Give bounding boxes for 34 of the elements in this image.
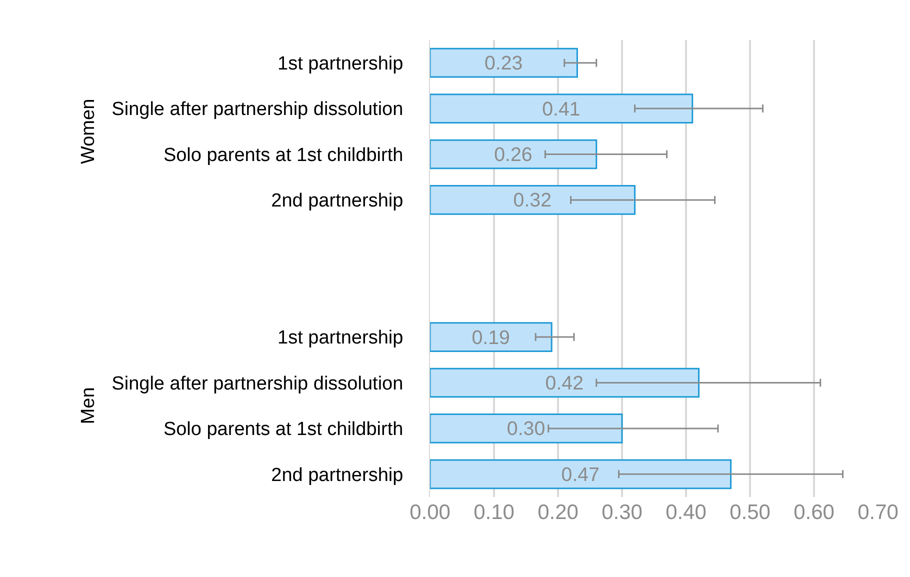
- bar: [430, 322, 552, 352]
- data-label: 0.19: [472, 326, 510, 349]
- bar: [430, 368, 700, 398]
- text: Women: [78, 98, 100, 164]
- data-label: 0.32: [513, 190, 552, 212]
- y-tick-label: Solo parents at 1st childbirth: [163, 144, 404, 166]
- x-tick-label: 0.00: [410, 501, 450, 524]
- x-tick-label: 0.20: [538, 501, 578, 524]
- data-label: 0.23: [484, 52, 523, 75]
- x-tick-label: 0.40: [666, 501, 706, 524]
- data-label: 0.41: [542, 98, 580, 120]
- x-tick-label: 0.10: [474, 501, 514, 524]
- y-tick-label: Solo parents at 1st childbirth: [163, 419, 404, 440]
- y-tick-label: Single after partnership dissolution: [112, 373, 404, 394]
- data-label: 0.42: [545, 372, 584, 394]
- x-tick-label: 0.30: [602, 501, 642, 524]
- y-tick-label: 1st partnership: [278, 54, 404, 74]
- y-tick-label: 1st partnership: [278, 328, 404, 349]
- x-tick-label: 0.50: [730, 501, 770, 524]
- bar: [430, 185, 636, 215]
- y-tick-label: 2nd partnership: [271, 464, 404, 486]
- bar: [430, 48, 578, 78]
- x-tick-label: 0.60: [794, 501, 834, 524]
- data-label: 0.26: [494, 144, 532, 166]
- bar: [430, 459, 732, 490]
- bar: [430, 414, 623, 444]
- data-label: 0.47: [561, 464, 600, 486]
- y-tick-label: Single after partnership dissolution: [112, 99, 404, 120]
- x-tick-label: 0.70: [858, 501, 898, 524]
- text: Men: [78, 387, 99, 424]
- data-label: 0.30: [506, 418, 546, 440]
- y-tick-label: 2nd partnership: [271, 190, 404, 212]
- bar: [430, 139, 598, 170]
- bar: [430, 94, 694, 124]
